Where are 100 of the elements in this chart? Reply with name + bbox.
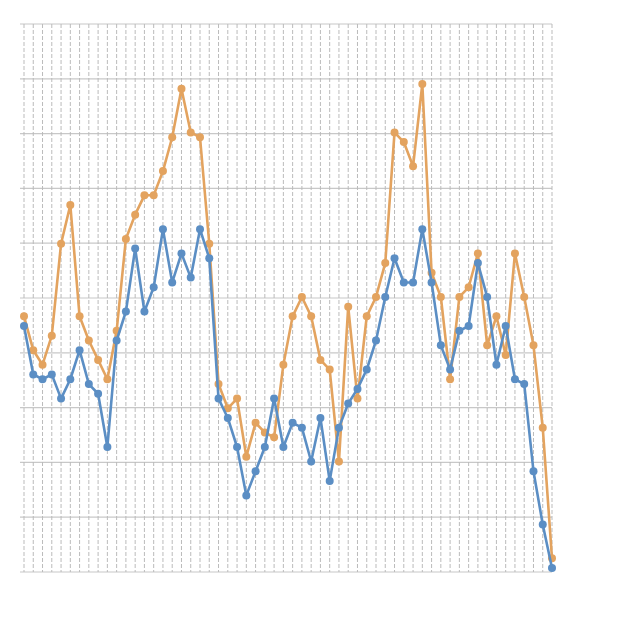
point	[149, 191, 158, 200]
point	[455, 292, 464, 301]
point	[464, 283, 473, 292]
point	[436, 341, 445, 350]
point	[75, 346, 84, 355]
point	[334, 423, 343, 432]
point	[66, 201, 75, 209]
point	[492, 312, 501, 321]
point	[38, 375, 47, 384]
point	[529, 467, 538, 476]
point	[501, 322, 510, 330]
point	[279, 360, 288, 369]
point	[140, 307, 149, 316]
point	[112, 336, 121, 345]
point	[344, 399, 353, 408]
point	[158, 225, 167, 234]
point	[464, 322, 473, 330]
point	[38, 360, 47, 369]
point	[353, 384, 362, 393]
point	[270, 433, 279, 442]
point	[316, 355, 325, 364]
point	[186, 273, 195, 282]
point	[29, 370, 38, 379]
point	[297, 423, 306, 432]
point	[168, 133, 177, 142]
point	[57, 394, 66, 403]
point	[455, 326, 464, 335]
point	[251, 467, 260, 476]
point	[214, 394, 223, 403]
point	[538, 423, 547, 432]
point	[510, 375, 519, 384]
point	[29, 346, 38, 355]
point	[307, 457, 316, 466]
point	[362, 365, 371, 374]
point	[205, 254, 214, 263]
point	[446, 375, 455, 384]
point	[325, 365, 334, 374]
point	[94, 355, 103, 364]
point	[242, 452, 251, 461]
point	[196, 225, 204, 234]
point	[538, 520, 547, 529]
point	[520, 292, 529, 301]
point	[436, 292, 445, 301]
point	[279, 443, 288, 451]
point	[372, 292, 380, 301]
point	[233, 394, 242, 403]
point	[233, 443, 242, 451]
point	[66, 375, 75, 384]
point	[334, 457, 343, 466]
point	[75, 312, 84, 321]
point	[251, 418, 260, 427]
point	[57, 239, 66, 248]
point	[168, 278, 177, 287]
point	[381, 292, 390, 301]
point	[520, 380, 529, 389]
point	[270, 394, 279, 403]
point	[149, 283, 158, 292]
point	[242, 491, 251, 500]
point	[409, 162, 418, 171]
point	[390, 128, 399, 137]
point	[473, 249, 482, 258]
point	[483, 341, 492, 350]
point	[131, 244, 140, 253]
point	[399, 278, 408, 287]
point	[196, 133, 204, 142]
point	[510, 249, 519, 258]
point	[409, 278, 418, 287]
point	[223, 404, 232, 413]
point	[529, 341, 538, 350]
point	[20, 322, 28, 330]
point	[344, 302, 353, 311]
point	[418, 80, 427, 88]
point	[446, 365, 455, 374]
point	[260, 443, 269, 451]
point	[20, 312, 28, 321]
point	[288, 312, 297, 321]
point	[84, 336, 93, 345]
point	[501, 351, 510, 360]
point	[316, 413, 325, 422]
point	[177, 84, 186, 93]
point	[84, 380, 93, 389]
point	[103, 443, 112, 451]
point	[297, 292, 306, 301]
point	[223, 413, 232, 422]
point	[473, 259, 482, 268]
point	[131, 210, 140, 219]
point	[158, 167, 167, 176]
point	[288, 418, 297, 427]
point	[362, 312, 371, 321]
point	[177, 249, 186, 258]
point	[140, 191, 149, 200]
point	[47, 331, 56, 340]
point	[325, 476, 334, 485]
point	[418, 225, 427, 234]
point	[47, 370, 56, 379]
point	[353, 394, 362, 403]
point	[307, 312, 316, 321]
point	[186, 128, 195, 137]
point	[103, 375, 112, 384]
point	[372, 336, 380, 345]
